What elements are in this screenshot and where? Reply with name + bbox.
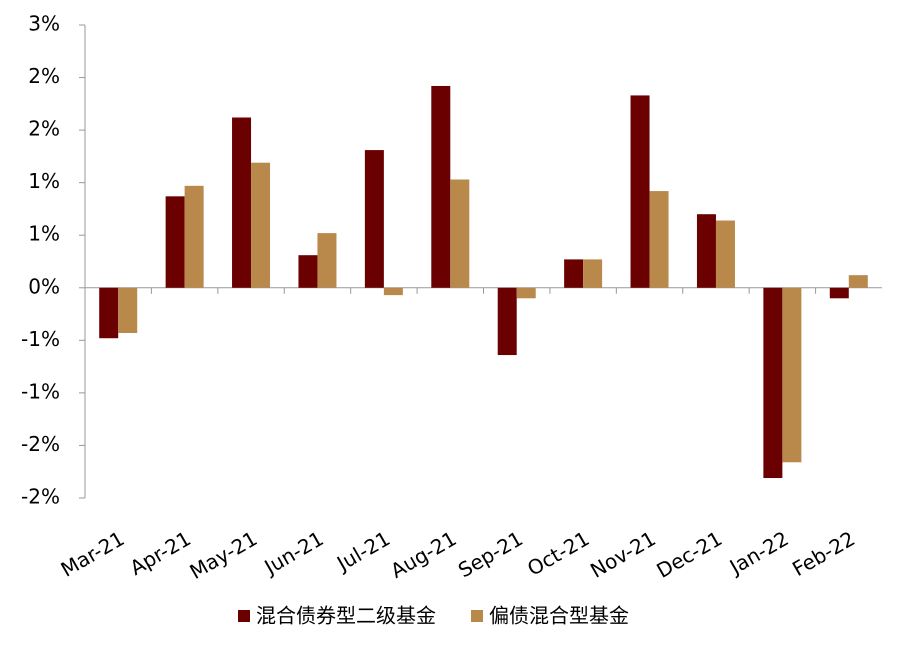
bar	[564, 259, 584, 288]
bar	[165, 196, 185, 288]
x-tick-label: Jul-21	[331, 526, 394, 576]
y-tick-label: 2%	[28, 64, 60, 88]
x-tick-label: Aug-21	[386, 526, 460, 583]
bar	[232, 117, 252, 288]
bar	[431, 85, 451, 288]
y-tick-label: 1%	[28, 222, 60, 246]
y-tick-label: 1%	[28, 169, 60, 193]
bar	[782, 287, 802, 463]
bar	[364, 150, 384, 288]
bar	[715, 220, 735, 288]
y-tick-label: 0%	[28, 274, 60, 298]
x-tick-label: Oct-21	[523, 526, 593, 580]
bar	[497, 287, 517, 356]
bar	[99, 287, 119, 339]
bar	[118, 287, 138, 333]
y-tick-label: -2%	[21, 432, 60, 456]
bar	[649, 191, 669, 288]
bar	[829, 287, 849, 299]
legend-swatch	[471, 610, 483, 622]
bar	[184, 185, 204, 288]
y-tick-label: -1%	[21, 379, 60, 403]
x-tick-label: Sep-21	[454, 526, 527, 582]
legend-label: 混合债券型二级基金	[256, 604, 436, 628]
x-tick-label: Dec-21	[652, 526, 726, 582]
x-tick-label: Jan-22	[724, 526, 793, 580]
bar	[696, 214, 716, 288]
y-tick-label: 2%	[28, 117, 60, 141]
bar	[317, 233, 337, 288]
bar	[383, 287, 403, 296]
y-tick-label: -2%	[21, 485, 60, 509]
legend-swatch	[238, 610, 250, 622]
x-tick-label: Nov-21	[586, 526, 660, 582]
bar	[450, 179, 470, 288]
x-tick-label: Mar-21	[57, 526, 129, 581]
y-tick-label: 3%	[28, 12, 60, 36]
legend-label: 偏债混合型基金	[489, 604, 629, 628]
x-tick-label: Apr-21	[126, 526, 195, 580]
x-tick-label: Jun-21	[259, 526, 328, 580]
bar	[848, 275, 868, 288]
x-tick-label: May-21	[185, 526, 261, 584]
bar	[583, 259, 603, 288]
bar	[298, 255, 318, 288]
bar	[763, 287, 783, 479]
y-tick-label: -1%	[21, 327, 60, 351]
x-tick-label: Feb-22	[788, 526, 859, 581]
bar	[251, 162, 271, 288]
bar	[630, 95, 650, 288]
bar	[516, 287, 536, 299]
